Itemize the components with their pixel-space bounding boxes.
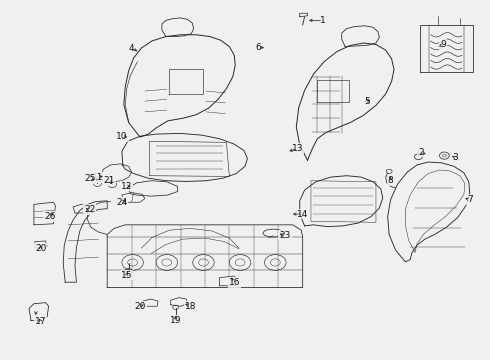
- Text: 5: 5: [364, 97, 370, 106]
- Text: 6: 6: [256, 43, 262, 52]
- Text: 19: 19: [170, 316, 181, 325]
- Text: 23: 23: [279, 231, 291, 240]
- Text: 20: 20: [134, 302, 146, 311]
- Text: 1: 1: [320, 16, 326, 25]
- Text: 4: 4: [129, 44, 134, 53]
- Text: 2: 2: [418, 148, 424, 157]
- Text: 13: 13: [292, 144, 303, 153]
- Text: 10: 10: [116, 132, 127, 141]
- Text: 18: 18: [185, 302, 196, 311]
- Text: 21: 21: [103, 176, 115, 185]
- Text: 7: 7: [467, 195, 473, 204]
- Text: 25: 25: [84, 174, 96, 183]
- Text: 9: 9: [440, 40, 446, 49]
- Text: 26: 26: [44, 212, 55, 221]
- Text: 17: 17: [35, 317, 47, 326]
- Text: 8: 8: [388, 176, 393, 185]
- Text: 20: 20: [35, 244, 47, 253]
- Text: 24: 24: [116, 198, 127, 207]
- Text: 3: 3: [452, 153, 458, 162]
- Text: 15: 15: [121, 270, 132, 279]
- Text: 22: 22: [84, 205, 95, 214]
- Text: 12: 12: [121, 181, 132, 190]
- Text: 14: 14: [297, 210, 308, 219]
- Text: 11: 11: [92, 173, 103, 182]
- Text: 16: 16: [228, 278, 240, 287]
